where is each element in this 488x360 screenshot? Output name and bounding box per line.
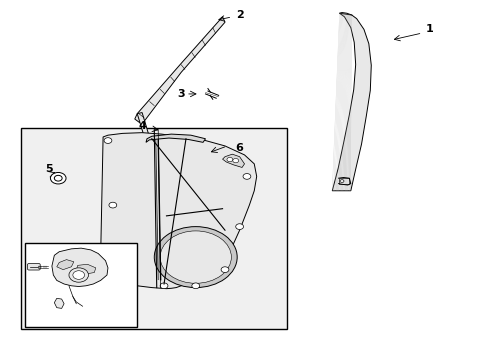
Circle shape [232,158,238,163]
Circle shape [73,271,84,279]
Polygon shape [98,133,256,289]
Polygon shape [331,13,370,191]
Text: 2: 2 [235,10,243,20]
Polygon shape [222,154,244,167]
Text: 1: 1 [425,24,433,35]
Circle shape [243,174,250,179]
Text: 5: 5 [45,164,53,174]
Circle shape [221,267,228,273]
Circle shape [50,172,66,184]
Circle shape [102,261,109,267]
Circle shape [109,202,117,208]
Circle shape [235,224,243,229]
Circle shape [69,268,88,282]
Circle shape [154,226,237,288]
Bar [25,243,137,327]
Polygon shape [57,260,74,270]
Circle shape [339,180,343,183]
Circle shape [160,231,231,283]
Circle shape [226,157,232,162]
Polygon shape [146,134,205,142]
Text: 4: 4 [138,121,146,131]
FancyBboxPatch shape [27,264,40,270]
Polygon shape [54,298,64,309]
Circle shape [191,283,199,289]
Polygon shape [137,113,149,138]
Circle shape [160,283,167,289]
Text: 7: 7 [114,261,122,271]
Text: 6: 6 [235,143,243,153]
Text: 3: 3 [177,89,184,99]
Bar [338,178,348,184]
Polygon shape [76,264,96,274]
Polygon shape [135,17,224,123]
Circle shape [104,138,112,143]
Polygon shape [52,248,108,287]
Circle shape [54,175,62,181]
Bar [21,128,286,329]
